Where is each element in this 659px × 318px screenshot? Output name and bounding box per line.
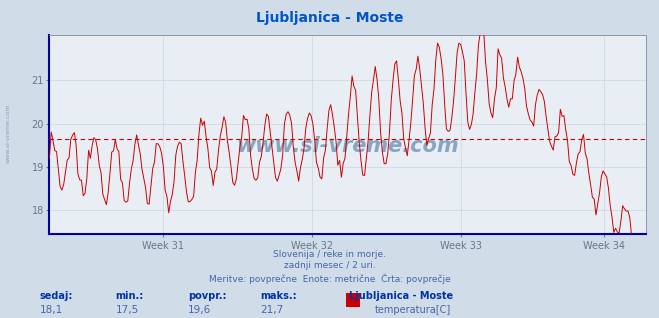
Text: maks.:: maks.: (260, 291, 297, 301)
Text: Meritve: povprečne  Enote: metrične  Črta: povprečje: Meritve: povprečne Enote: metrične Črta:… (209, 273, 450, 284)
Text: 19,6: 19,6 (188, 305, 211, 315)
Text: 21,7: 21,7 (260, 305, 283, 315)
Text: sedaj:: sedaj: (40, 291, 73, 301)
Text: www.si-vreme.com: www.si-vreme.com (237, 136, 459, 156)
Text: 18,1: 18,1 (40, 305, 63, 315)
Text: povpr.:: povpr.: (188, 291, 226, 301)
Text: Ljubljanica - Moste: Ljubljanica - Moste (256, 11, 403, 25)
Text: temperatura[C]: temperatura[C] (374, 305, 451, 315)
Text: 17,5: 17,5 (115, 305, 138, 315)
Text: zadnji mesec / 2 uri.: zadnji mesec / 2 uri. (283, 261, 376, 270)
Text: Ljubljanica - Moste: Ljubljanica - Moste (349, 291, 453, 301)
Text: Slovenija / reke in morje.: Slovenija / reke in morje. (273, 250, 386, 259)
Text: min.:: min.: (115, 291, 144, 301)
Text: www.si-vreme.com: www.si-vreme.com (6, 104, 11, 163)
